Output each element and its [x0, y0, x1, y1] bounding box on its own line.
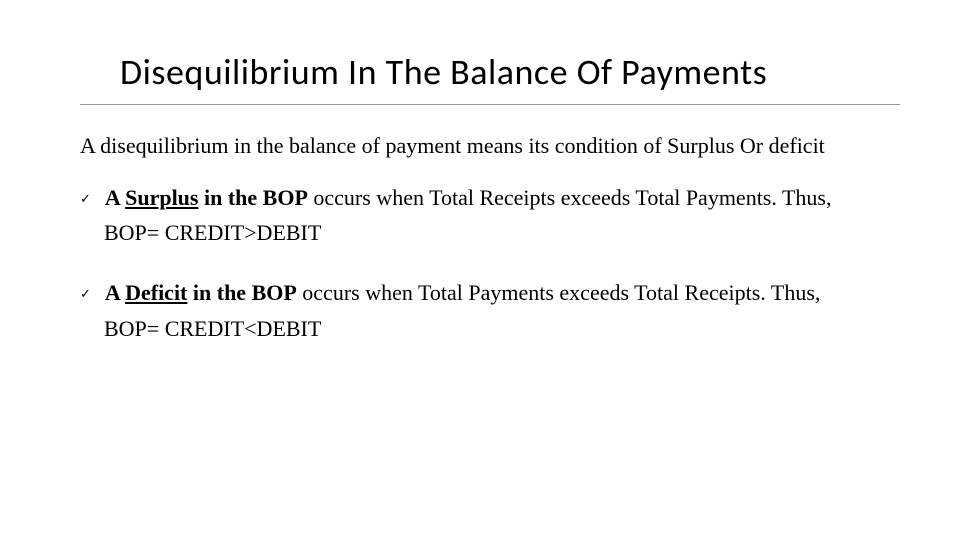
- bullet-row: ✓ A Deficit in the BOP occurs when Total…: [80, 278, 900, 308]
- bullet-row: ✓ A Surplus in the BOP occurs when Total…: [80, 183, 900, 213]
- bullet-surplus: ✓ A Surplus in the BOP occurs when Total…: [80, 183, 900, 248]
- intro-paragraph: A disequilibrium in the balance of payme…: [80, 131, 900, 161]
- lead-prefix: A: [105, 280, 125, 305]
- bullet-rest: occurs when Total Payments exceeds Total…: [297, 280, 821, 305]
- slide-title: Disequilibrium In The Balance Of Payment…: [80, 50, 900, 105]
- lead-suffix: in the BOP: [187, 280, 296, 305]
- lead-prefix: A: [105, 185, 125, 210]
- check-icon: ✓: [80, 191, 91, 207]
- lead-underlined: Deficit: [125, 280, 187, 305]
- lead-suffix: in the BOP: [198, 185, 307, 210]
- bullet-text: A Deficit in the BOP occurs when Total P…: [105, 278, 820, 308]
- bullet-deficit: ✓ A Deficit in the BOP occurs when Total…: [80, 278, 900, 343]
- formula-surplus: BOP= CREDIT>DEBIT: [104, 218, 900, 248]
- bullet-text: A Surplus in the BOP occurs when Total R…: [105, 183, 832, 213]
- slide: Disequilibrium In The Balance Of Payment…: [0, 0, 960, 540]
- lead-underlined: Surplus: [125, 185, 198, 210]
- bullet-rest: occurs when Total Receipts exceeds Total…: [308, 185, 832, 210]
- formula-deficit: BOP= CREDIT<DEBIT: [104, 314, 900, 344]
- check-icon: ✓: [80, 286, 91, 302]
